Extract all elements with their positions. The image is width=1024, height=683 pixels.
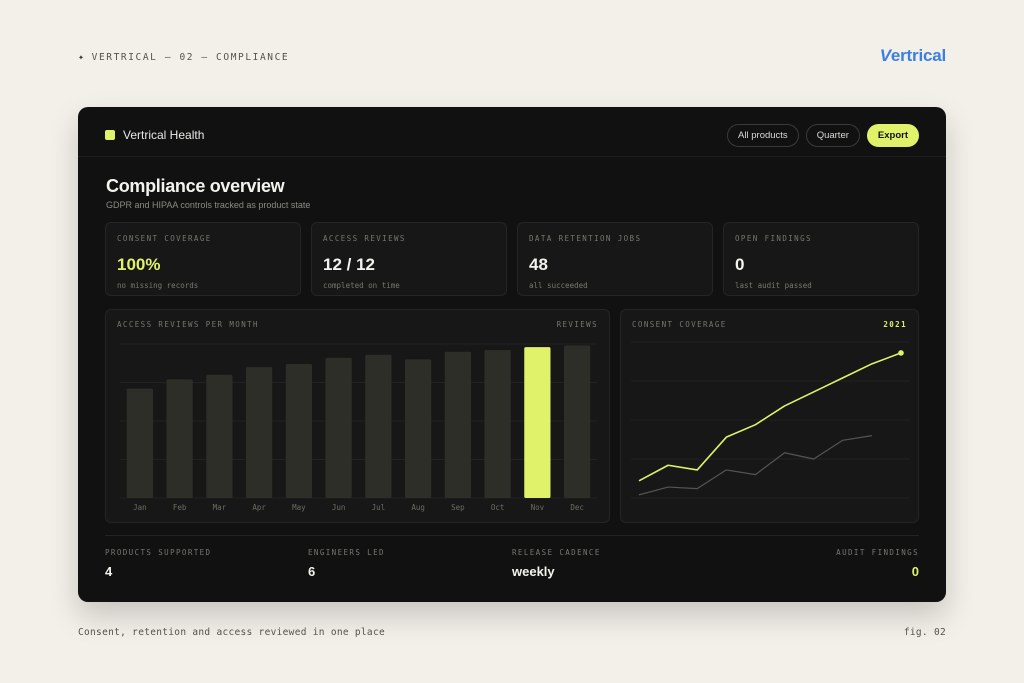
bar-jan — [126, 388, 153, 498]
bar-jul — [365, 354, 392, 498]
stat-label: PRODUCTS SUPPORTED — [105, 548, 212, 557]
series-line-primary — [638, 352, 902, 482]
x-tick-label: Jan — [133, 503, 147, 512]
brand-name: Vertrical Health — [123, 128, 205, 142]
vertrical-logo: Vertrical — [879, 46, 946, 65]
bar-jun — [325, 357, 352, 498]
x-tick-label: Nov — [531, 503, 545, 512]
bar-oct — [484, 350, 511, 498]
kpi-value: 100% — [117, 255, 161, 274]
panel-title: ACCESS REVIEWS PER MONTH — [117, 320, 259, 329]
bar-dec — [564, 345, 591, 498]
kpi-note: all succeeded — [529, 281, 588, 290]
stat-value: 6 — [308, 564, 316, 579]
x-tick-label: Jun — [332, 503, 346, 512]
stat-label: RELEASE CADENCE — [512, 548, 601, 557]
stat-value: weekly — [512, 564, 555, 579]
stat-label: ENGINEERS LED — [308, 548, 385, 557]
brand-mark-icon — [105, 130, 115, 140]
bar-apr — [246, 367, 273, 498]
bar-chart-panel: ACCESS REVIEWS PER MONTH REVIEWS Jan Feb M… — [105, 309, 610, 523]
top-caption: ✦ VERTRICAL — 02 — COMPLIANCE — [78, 52, 289, 63]
kpi-value: 0 — [735, 255, 745, 274]
x-tick-label: Oct — [491, 503, 505, 512]
kpi-card-access-reviews: ACCESS REVIEWS 12 / 12 completed on time — [311, 222, 507, 296]
kpi-label: CONSENT COVERAGE — [117, 234, 212, 243]
series-line-secondary — [638, 435, 872, 496]
kpi-row: CONSENT COVERAGE 100% no missing records… — [105, 222, 919, 296]
kpi-card-open-findings: OPEN FINDINGS 0 last audit passed — [723, 222, 919, 296]
quarter-button[interactable]: Quarter — [805, 124, 860, 147]
bar-sep — [444, 351, 471, 498]
kpi-label: OPEN FINDINGS — [735, 234, 812, 243]
export-button[interactable]: Export — [866, 124, 919, 147]
panel-title: CONSENT COVERAGE — [632, 320, 727, 329]
top-caption-text: VERTRICAL — 02 — COMPLIANCE — [91, 52, 290, 63]
stat-label: AUDIT FINDINGS — [836, 548, 919, 557]
kpi-label: DATA RETENTION JOBS — [529, 234, 642, 243]
panel-tag: 2021 — [883, 320, 907, 329]
bar-mar — [206, 374, 233, 498]
bottom-caption: Consent, retention and access reviewed i… — [78, 627, 385, 638]
kpi-value: 48 — [529, 255, 548, 274]
bar-nov — [524, 347, 551, 498]
x-tick-label: Aug — [411, 503, 425, 512]
series-endpoint — [898, 350, 904, 356]
app-window: Vertrical Health All products Quarter Ex… — [78, 107, 946, 602]
panel-tag: REVIEWS — [556, 320, 598, 329]
brand: Vertrical Health — [105, 128, 204, 142]
stat-engineers: ENGINEERS LED 6 — [308, 548, 385, 579]
header-actions: All products Quarter Export — [727, 124, 919, 147]
kpi-value: 12 / 12 — [323, 255, 375, 274]
sparkle-icon: ✦ — [78, 52, 86, 63]
page-title: Compliance overview — [106, 176, 285, 196]
kpi-note: completed on time — [323, 281, 400, 290]
stat-products: PRODUCTS SUPPORTED 4 — [105, 548, 211, 579]
x-tick-label: Apr — [252, 503, 266, 512]
app-header: Vertrical Health All products Quarter Ex… — [78, 107, 946, 157]
figure-caption: fig. 02 — [903, 627, 946, 638]
stat-value: 0 — [911, 564, 919, 579]
bar-feb — [166, 379, 193, 498]
kpi-note: last audit passed — [735, 281, 812, 290]
page-subtitle: GDPR and HIPAA controls tracked as produ… — [106, 200, 311, 210]
kpi-label: ACCESS REVIEWS — [323, 234, 406, 243]
x-tick-label: Jul — [372, 503, 386, 512]
line-chart — [631, 341, 910, 499]
bar-aug — [405, 359, 432, 498]
x-tick-label: Mar — [213, 503, 227, 512]
all-products-button[interactable]: All products — [727, 124, 799, 147]
x-tick-label: May — [292, 503, 306, 512]
kpi-note: no missing records — [117, 281, 199, 290]
x-tick-label: Dec — [570, 503, 584, 512]
stat-release-cadence: RELEASE CADENCE weekly — [512, 548, 601, 579]
x-tick-label: Feb — [173, 503, 187, 512]
kpi-card-consent: CONSENT COVERAGE 100% no missing records — [105, 222, 301, 296]
stats-row: PRODUCTS SUPPORTED 4 ENGINEERS LED 6 REL… — [105, 535, 919, 579]
x-tick-label: Sep — [451, 503, 465, 512]
kpi-card-retention-jobs: DATA RETENTION JOBS 48 all succeeded — [517, 222, 713, 296]
bar-chart: Jan Feb Mar Apr May Jun Jul Aug Sep Oct Nov Dec — [120, 343, 597, 512]
line-chart-panel: CONSENT COVERAGE 2021 — [620, 309, 919, 523]
stat-audit-findings: AUDIT FINDINGS 0 — [836, 548, 919, 579]
stat-value: 4 — [105, 564, 113, 579]
bar-may — [285, 364, 312, 498]
